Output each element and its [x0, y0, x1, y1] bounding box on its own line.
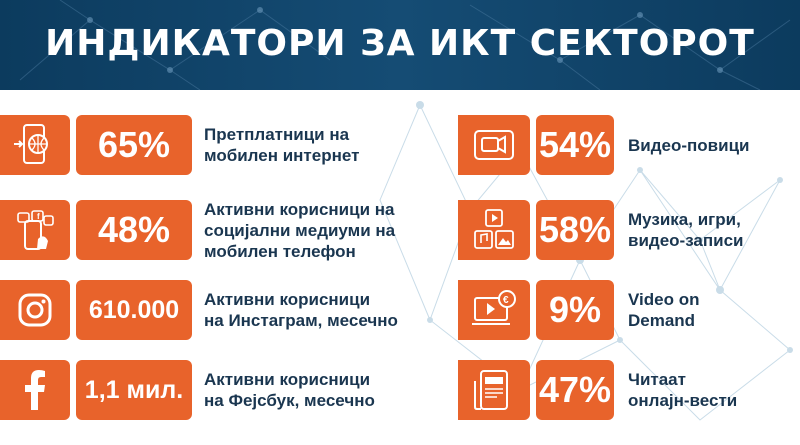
stat-card-online-news: 47% Читаат онлајн-вести	[458, 360, 798, 420]
stat-value: 65%	[76, 115, 192, 175]
video-on-demand-icon: €	[472, 290, 516, 325]
icon-box	[0, 115, 70, 175]
stat-label: Читаат онлајн-вести	[628, 370, 738, 410]
mobile-globe-icon	[14, 124, 48, 164]
icon-box	[458, 360, 530, 420]
stat-value: 610.000	[76, 280, 192, 340]
page-title: ИНДИКАТОРИ ЗА ИКТ СЕКТОРОТ	[45, 23, 755, 64]
header-banner: ИНДИКАТОРИ ЗА ИКТ СЕКТОРОТ	[0, 0, 800, 90]
instagram-icon	[18, 293, 52, 327]
stat-value: 54%	[536, 115, 614, 175]
stat-value: 9%	[536, 280, 614, 340]
stat-card-video-calls: 54% Видео-повици	[458, 115, 798, 175]
stat-card-facebook: 1,1 мил. Активни корисници на Фејсбук, м…	[0, 360, 400, 420]
stat-label: Video on Demand	[628, 290, 700, 330]
stat-label: Претплатници на мобилен интернет	[204, 125, 360, 165]
network-pattern	[19, 0, 791, 90]
stat-value: 47%	[536, 360, 614, 420]
stat-label: Активни корисници на Инстаграм, месечно	[204, 290, 398, 330]
stat-label: Видео-повици	[628, 135, 750, 155]
stat-card-instagram: 610.000 Активни корисници на Инстаграм, …	[0, 280, 400, 340]
icon-box	[458, 115, 530, 175]
icon-box	[458, 200, 530, 260]
stat-label: Активни корисници на социјални медиуми н…	[204, 199, 396, 261]
svg-text:€: €	[503, 295, 509, 306]
media-icons	[474, 209, 514, 249]
icon-box	[0, 360, 70, 420]
stat-label: Музика, игри, видео-записи	[628, 210, 744, 250]
stat-value: 48%	[76, 200, 192, 260]
stat-card-social-media: f 48% Активни корисници на социјални мед…	[0, 199, 400, 261]
stat-label: Активни корисници на Фејсбук, месечно	[204, 370, 375, 410]
news-icon	[474, 370, 508, 410]
icon-box	[0, 280, 70, 340]
icon-box: f	[0, 200, 70, 260]
social-media-phone-icon: f	[17, 210, 54, 250]
video-call-icon	[474, 130, 514, 160]
svg-text:f: f	[37, 212, 40, 221]
stat-value: 1,1 мил.	[76, 360, 192, 420]
stat-value: 58%	[536, 200, 614, 260]
stat-card-media: 58% Музика, игри, видео-записи	[458, 200, 798, 260]
icon-box: €	[458, 280, 530, 340]
facebook-icon	[25, 370, 45, 410]
stat-card-mobile-internet: 65% Претплатници на мобилен интернет	[0, 115, 400, 175]
stat-card-video-on-demand: € 9% Video on Demand	[458, 280, 798, 340]
